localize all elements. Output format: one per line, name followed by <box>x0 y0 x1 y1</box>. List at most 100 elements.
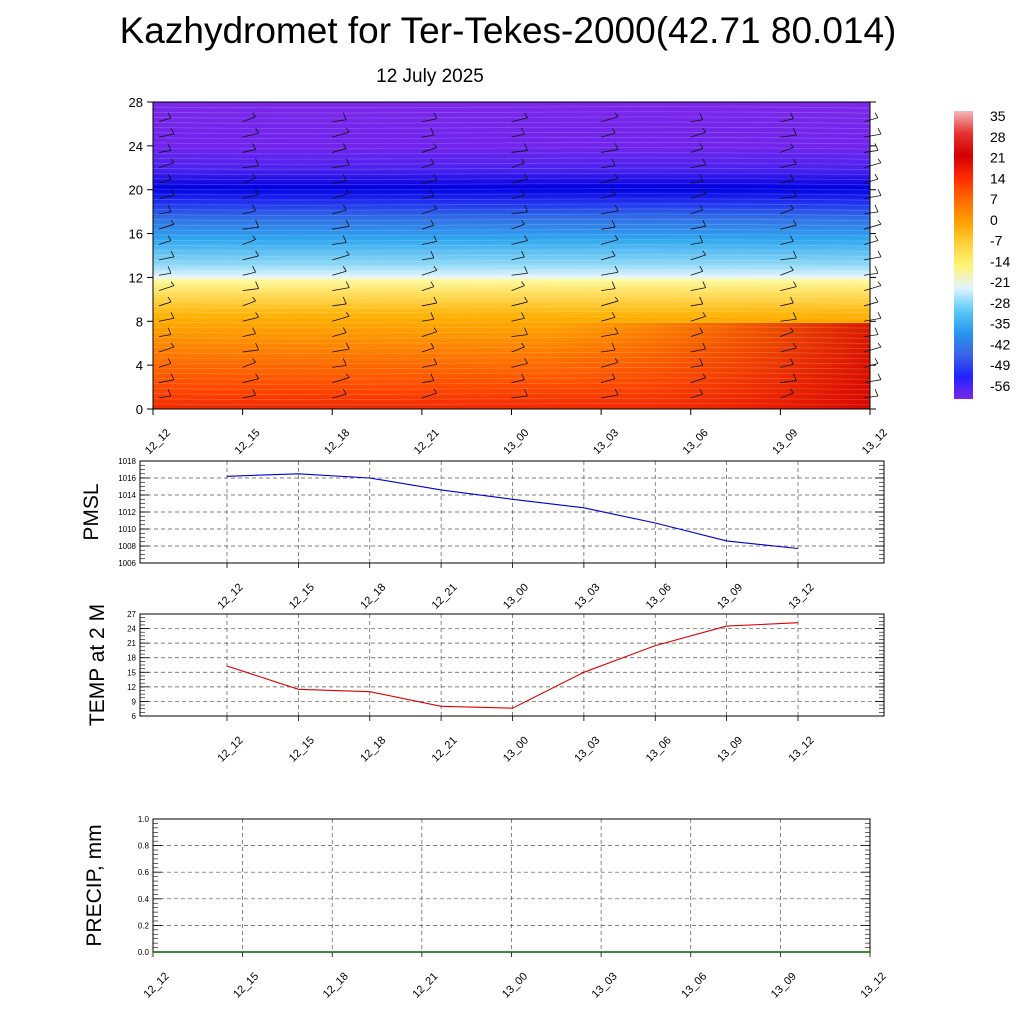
contour-line <box>152 152 871 155</box>
wind-barb <box>158 250 175 261</box>
contour-line <box>152 142 871 145</box>
wind-barb <box>601 235 619 245</box>
wind-barb <box>863 312 882 322</box>
wind-barb <box>511 250 525 261</box>
wind-barb <box>780 296 794 307</box>
wind-barb <box>511 342 525 353</box>
wind-barb <box>332 388 347 399</box>
wind-barb <box>690 342 707 353</box>
wind-barb <box>601 173 619 184</box>
contour-line <box>152 177 871 181</box>
colorbar-label: -49 <box>990 357 1010 373</box>
wind-barb <box>242 373 259 384</box>
contour-line <box>152 300 871 303</box>
wind-barb <box>511 235 528 245</box>
y-tick-label: 8 <box>136 314 143 329</box>
wind-barb <box>332 312 350 322</box>
contour-line <box>152 157 871 160</box>
wind-barb <box>158 373 175 384</box>
wind-barb <box>332 220 350 230</box>
contour-line <box>152 172 871 175</box>
wind-barb <box>242 173 256 184</box>
wind-barb <box>863 250 882 261</box>
series-line <box>226 473 799 550</box>
contour-line <box>152 116 871 119</box>
y-axis-title: PRECIP, mm <box>83 824 106 946</box>
x-tick-label: 12_18 <box>321 970 351 1000</box>
wind-barb <box>242 342 259 353</box>
contour-line <box>152 131 871 135</box>
wind-barb <box>780 173 794 184</box>
wind-barb <box>863 204 879 215</box>
wind-barb <box>421 265 438 276</box>
wind-barb <box>690 312 707 322</box>
wind-barb <box>601 312 616 322</box>
x-tick-label: 13_06 <box>644 734 674 764</box>
y-tick-label: 4 <box>136 358 143 373</box>
wind-barb <box>511 358 528 368</box>
wind-barb <box>863 235 879 245</box>
wind-barb <box>242 388 256 399</box>
wind-barb <box>780 189 797 199</box>
wind-barb <box>780 235 794 245</box>
contour-line <box>152 183 871 186</box>
wind-barb <box>242 204 256 215</box>
pmsl-panel: 1006 1008 1010 1012 1014 1016 1018 12_12 12_15 12… <box>80 457 885 612</box>
y-tick-label: 20 <box>129 183 143 198</box>
contour-line <box>152 377 871 380</box>
wind-barb <box>511 281 525 291</box>
contour-line <box>152 213 871 216</box>
wind-barb <box>690 220 707 230</box>
wind-barb <box>511 327 528 338</box>
wind-barb <box>690 388 704 399</box>
wind-barb <box>332 235 347 245</box>
colorbar-strip <box>954 111 973 399</box>
wind-barb <box>780 112 794 123</box>
wind-barb <box>780 204 794 215</box>
wind-barb <box>690 143 704 153</box>
contour-line <box>152 382 871 385</box>
contour-line <box>152 403 871 406</box>
contour-line <box>152 397 871 401</box>
x-tick-label: 12_21 <box>430 581 460 611</box>
colorbar-label: 14 <box>990 170 1006 186</box>
contour-line <box>152 311 871 314</box>
colorbar-label: -56 <box>990 378 1010 394</box>
contour-line <box>152 290 871 293</box>
wind-barb <box>690 327 704 338</box>
colorbar-label: -21 <box>990 274 1010 290</box>
contour-line <box>152 244 871 247</box>
wind-barb <box>332 373 350 384</box>
x-tick-label: 12_15 <box>287 581 317 611</box>
y-axis-title: PMSL <box>80 483 103 540</box>
wind-barb <box>511 388 528 399</box>
contour-line <box>152 121 871 124</box>
x-tick-label: 13_12 <box>786 734 816 764</box>
x-tick-label: 12_12 <box>141 970 171 1000</box>
contour-line <box>152 316 871 319</box>
y-tick-label: 0.0 <box>138 948 150 957</box>
contour-line <box>152 367 871 370</box>
contour-line <box>152 218 871 222</box>
cross-section-panel: 0 4 8 12 16 20 24 28 12_12 12_15 12_18 12_21 13_00 13… <box>129 95 890 457</box>
panel-frame <box>139 613 885 717</box>
wind-barb <box>863 373 882 384</box>
wind-barb <box>601 127 616 138</box>
wind-barb <box>780 127 797 138</box>
contour-line <box>152 346 871 349</box>
wind-barb <box>780 342 797 353</box>
wind-barb <box>158 281 175 291</box>
wind-barb <box>601 373 616 384</box>
wind-barb <box>511 373 525 384</box>
wind-barb <box>690 204 704 215</box>
wind-barb <box>780 158 797 169</box>
wind-barb <box>690 266 704 276</box>
x-tick-label: 12_15 <box>233 427 263 457</box>
y-tick-label: 0 <box>136 402 143 417</box>
contour-line <box>152 126 871 129</box>
wind-barb <box>601 342 616 353</box>
wind-barb <box>242 312 259 322</box>
x-tick-label: 13_00 <box>501 734 531 764</box>
wind-barb <box>601 250 616 261</box>
wind-barb <box>421 342 435 353</box>
